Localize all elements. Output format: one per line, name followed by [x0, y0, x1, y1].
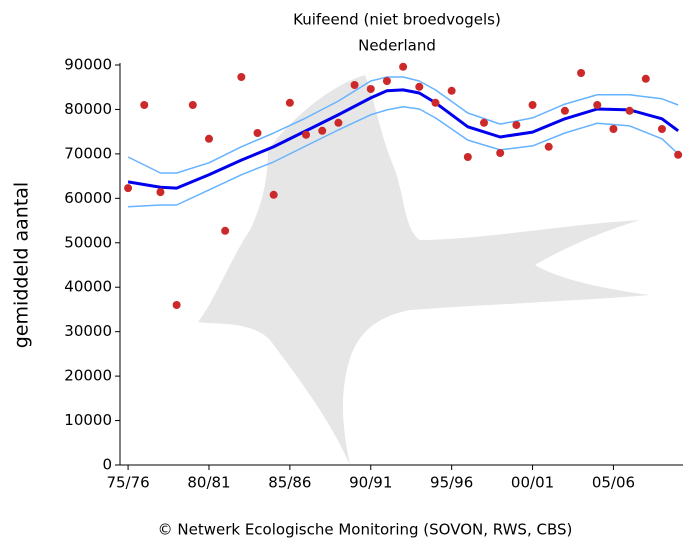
- point: [221, 227, 229, 235]
- y-tick-label: 50000: [64, 233, 112, 251]
- x-tick-label: 95/96: [430, 474, 473, 492]
- y-tick-label: 10000: [64, 411, 112, 429]
- y-tick-label: 90000: [64, 56, 112, 74]
- y-tick-label: 20000: [64, 367, 112, 385]
- y-tick-label: 0: [102, 456, 112, 474]
- y-axis-label: gemiddeld aantal: [11, 182, 33, 348]
- y-tick-label: 60000: [64, 189, 112, 207]
- point: [642, 75, 650, 83]
- point: [351, 81, 359, 89]
- y-tick-label: 40000: [64, 278, 112, 296]
- point: [577, 69, 585, 77]
- point: [512, 121, 520, 129]
- y-tick-label: 30000: [64, 322, 112, 340]
- x-tick-label: 90/91: [349, 474, 392, 492]
- footer: © Netwerk Ecologische Monitoring (SOVON,…: [158, 521, 573, 539]
- x-tick-label: 80/81: [187, 474, 230, 492]
- point: [140, 101, 148, 109]
- point: [464, 153, 472, 161]
- point: [189, 101, 197, 109]
- swallow-watermark: [198, 75, 650, 465]
- x-tick-label: 75/76: [106, 474, 149, 492]
- point: [480, 119, 488, 127]
- point: [383, 77, 391, 85]
- chart: Kuifeend (niet broedvogels) Nederland ge…: [0, 0, 694, 548]
- point: [561, 107, 569, 115]
- point: [205, 135, 213, 143]
- x-tick-label: 85/86: [268, 474, 311, 492]
- x-tick-label: 05/06: [592, 474, 635, 492]
- point: [545, 143, 553, 151]
- point: [302, 131, 310, 139]
- y-tick-label: 80000: [64, 100, 112, 118]
- point: [124, 184, 132, 192]
- point: [626, 107, 634, 115]
- point: [156, 188, 164, 196]
- line: [128, 107, 678, 207]
- point: [334, 119, 342, 127]
- point: [237, 73, 245, 81]
- point: [674, 151, 682, 159]
- point: [431, 99, 439, 107]
- point: [270, 191, 278, 199]
- point: [496, 149, 504, 157]
- y-tick-label: 70000: [64, 144, 112, 162]
- point: [367, 85, 375, 93]
- chart-title: Kuifeend (niet broedvogels): [293, 11, 501, 29]
- point: [254, 129, 262, 137]
- point: [318, 127, 326, 135]
- page: Kuifeend (niet broedvogels) Nederland ge…: [0, 0, 694, 548]
- chart-subtitle: Nederland: [358, 37, 436, 55]
- point: [658, 125, 666, 133]
- point: [609, 125, 617, 133]
- point: [415, 83, 423, 91]
- x-tick-label: 00/01: [511, 474, 554, 492]
- point: [448, 87, 456, 95]
- point: [529, 101, 537, 109]
- point: [286, 99, 294, 107]
- point: [173, 301, 181, 309]
- point: [593, 101, 601, 109]
- point: [399, 63, 407, 71]
